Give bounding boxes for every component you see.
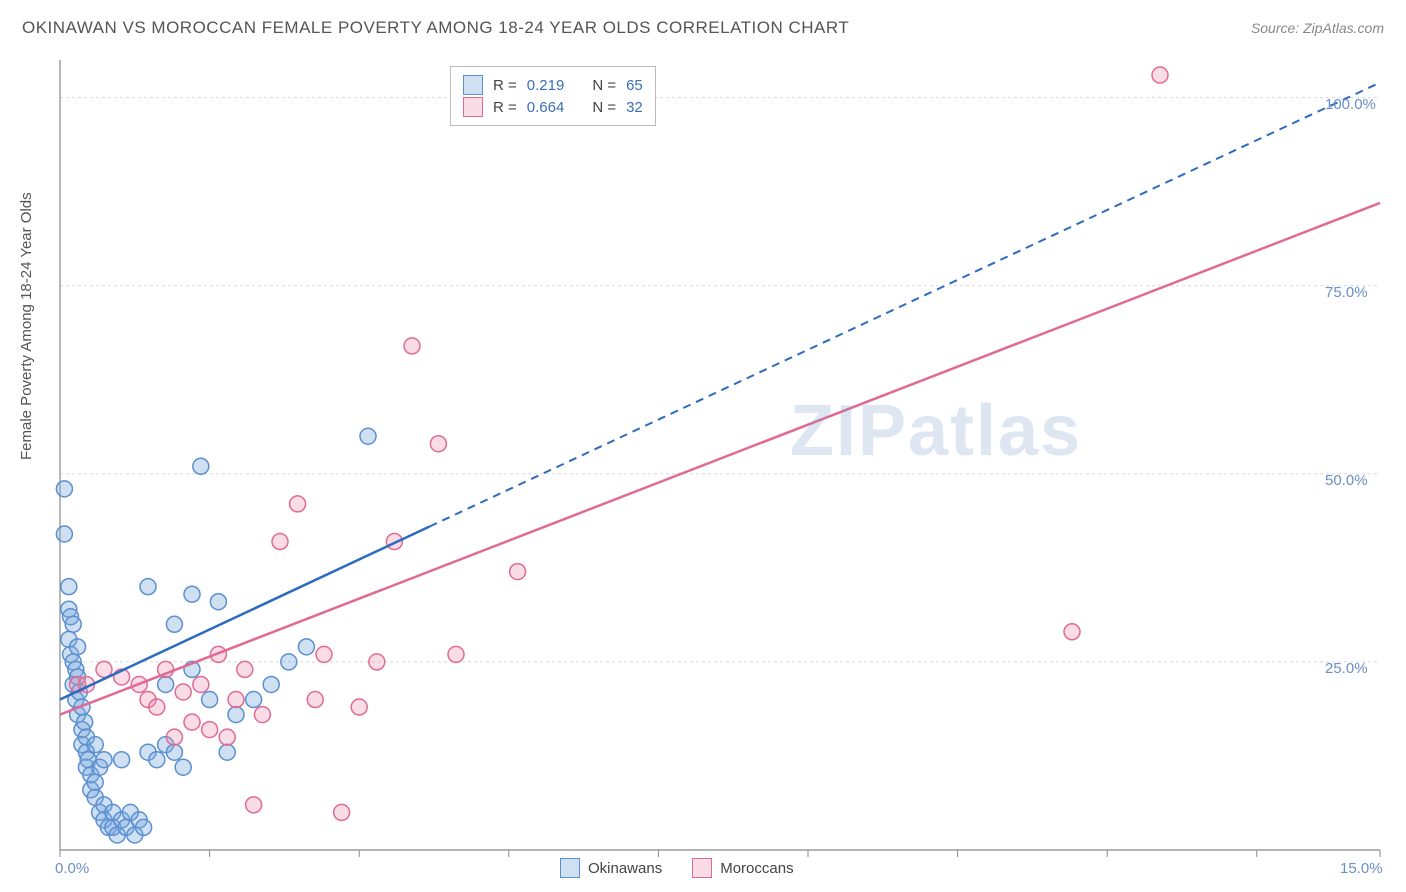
scatter-chart <box>0 0 1406 892</box>
data-point <box>219 729 235 745</box>
data-point <box>175 684 191 700</box>
data-point <box>193 458 209 474</box>
data-point <box>87 737 103 753</box>
data-point <box>298 639 314 655</box>
data-point <box>87 774 103 790</box>
y-tick-label: 50.0% <box>1325 472 1368 489</box>
x-tick-label: 0.0% <box>55 860 89 877</box>
data-point <box>281 654 297 670</box>
data-point <box>430 436 446 452</box>
legend-item: Okinawans <box>560 858 662 878</box>
legend-label: Okinawans <box>588 860 662 877</box>
stats-legend-box: R = 0.219 N = 65 R = 0.664 N = 32 <box>450 66 656 126</box>
series-legend: Okinawans Moroccans <box>560 858 794 878</box>
regression-line-extrapolated <box>430 83 1380 527</box>
data-point <box>184 714 200 730</box>
data-point <box>369 654 385 670</box>
data-point <box>158 676 174 692</box>
data-point <box>316 646 332 662</box>
data-point <box>254 707 270 723</box>
legend-item: Moroccans <box>692 858 793 878</box>
data-point <box>202 692 218 708</box>
n-value: 65 <box>626 77 643 94</box>
data-point <box>61 579 77 595</box>
data-point <box>219 744 235 760</box>
r-value: 0.664 <box>527 99 565 116</box>
data-point <box>56 526 72 542</box>
data-point <box>448 646 464 662</box>
data-point <box>263 676 279 692</box>
data-point <box>149 699 165 715</box>
data-point <box>404 338 420 354</box>
data-point <box>175 759 191 775</box>
stats-row: R = 0.219 N = 65 <box>463 75 643 95</box>
data-point <box>166 744 182 760</box>
data-point <box>360 428 376 444</box>
data-point <box>246 692 262 708</box>
legend-swatch <box>560 858 580 878</box>
data-point <box>166 729 182 745</box>
series-swatch <box>463 97 483 117</box>
legend-label: Moroccans <box>720 860 793 877</box>
y-tick-label: 75.0% <box>1325 284 1368 301</box>
data-point <box>228 692 244 708</box>
data-point <box>510 564 526 580</box>
data-point <box>210 594 226 610</box>
data-point <box>246 797 262 813</box>
r-label: R = <box>493 77 517 94</box>
data-point <box>70 639 86 655</box>
n-value: 32 <box>626 99 643 116</box>
data-point <box>237 661 253 677</box>
n-label: N = <box>592 99 616 116</box>
y-tick-label: 100.0% <box>1325 96 1376 113</box>
data-point <box>114 752 130 768</box>
data-point <box>290 496 306 512</box>
data-point <box>96 752 112 768</box>
data-point <box>77 714 93 730</box>
data-point <box>1064 624 1080 640</box>
data-point <box>1152 67 1168 83</box>
data-point <box>149 752 165 768</box>
data-point <box>184 586 200 602</box>
data-point <box>228 707 244 723</box>
data-point <box>272 534 288 550</box>
regression-line <box>60 203 1380 715</box>
data-point <box>193 676 209 692</box>
data-point <box>136 819 152 835</box>
data-point <box>307 692 323 708</box>
y-tick-label: 25.0% <box>1325 660 1368 677</box>
n-label: N = <box>592 77 616 94</box>
r-value: 0.219 <box>527 77 565 94</box>
data-point <box>140 579 156 595</box>
series-swatch <box>463 75 483 95</box>
stats-row: R = 0.664 N = 32 <box>463 97 643 117</box>
data-point <box>202 722 218 738</box>
x-tick-label: 15.0% <box>1340 860 1383 877</box>
data-point <box>56 481 72 497</box>
data-point <box>334 804 350 820</box>
data-point <box>65 616 81 632</box>
data-point <box>351 699 367 715</box>
r-label: R = <box>493 99 517 116</box>
legend-swatch <box>692 858 712 878</box>
data-point <box>166 616 182 632</box>
